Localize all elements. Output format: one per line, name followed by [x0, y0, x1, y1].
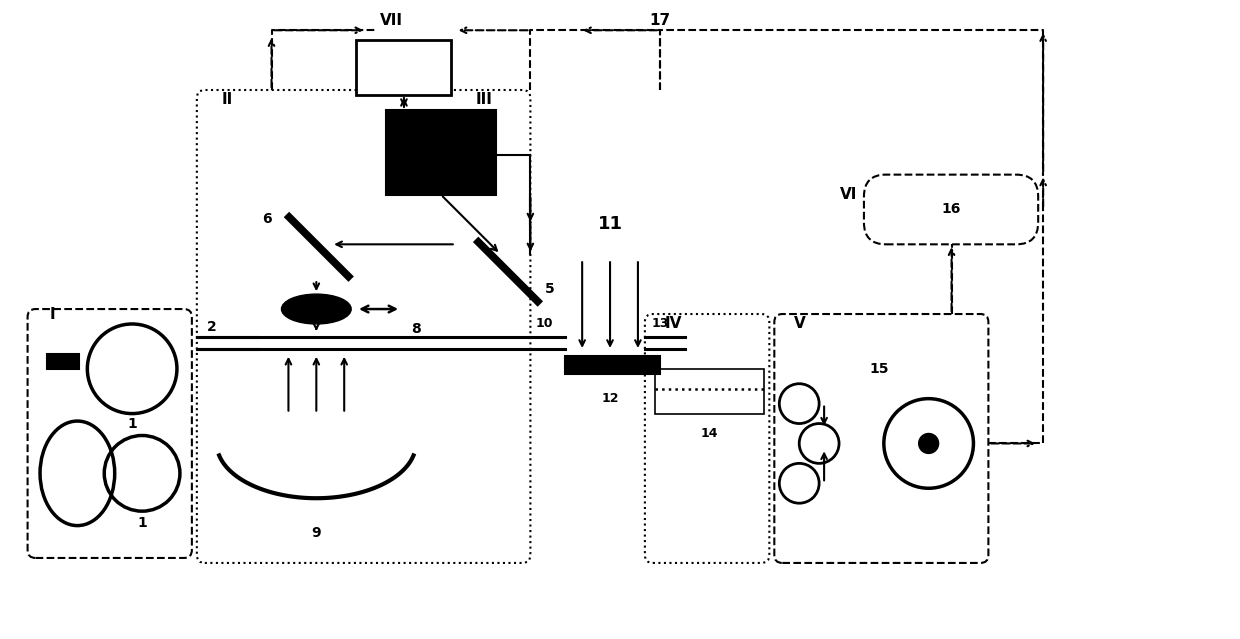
- Text: III: III: [476, 93, 492, 107]
- Text: 10: 10: [536, 318, 553, 330]
- Bar: [356, 40, 450, 95]
- Text: V: V: [795, 316, 806, 332]
- Text: 15: 15: [869, 362, 889, 376]
- Text: 13: 13: [652, 318, 670, 330]
- Bar: [655, 369, 764, 413]
- Text: 16: 16: [942, 203, 961, 217]
- Text: VII: VII: [379, 13, 403, 28]
- Bar: [565, 356, 660, 374]
- Text: II: II: [222, 93, 233, 107]
- Text: 12: 12: [601, 392, 619, 405]
- Text: 6: 6: [262, 212, 272, 226]
- Text: 8: 8: [410, 322, 420, 336]
- Bar: [386, 110, 496, 194]
- Text: IV: IV: [665, 316, 682, 332]
- Text: 17: 17: [650, 13, 671, 28]
- Text: 14: 14: [701, 427, 718, 440]
- Text: VI: VI: [841, 187, 858, 202]
- Text: 9: 9: [311, 526, 321, 540]
- Text: 2: 2: [207, 320, 217, 334]
- Circle shape: [919, 433, 939, 454]
- Ellipse shape: [281, 294, 351, 324]
- Text: 5: 5: [546, 282, 556, 296]
- Text: I: I: [50, 307, 56, 321]
- Text: 11: 11: [598, 215, 622, 233]
- Text: 4: 4: [398, 59, 409, 75]
- Text: 1: 1: [138, 516, 148, 530]
- Bar: [47, 354, 79, 369]
- Text: 1: 1: [128, 417, 136, 431]
